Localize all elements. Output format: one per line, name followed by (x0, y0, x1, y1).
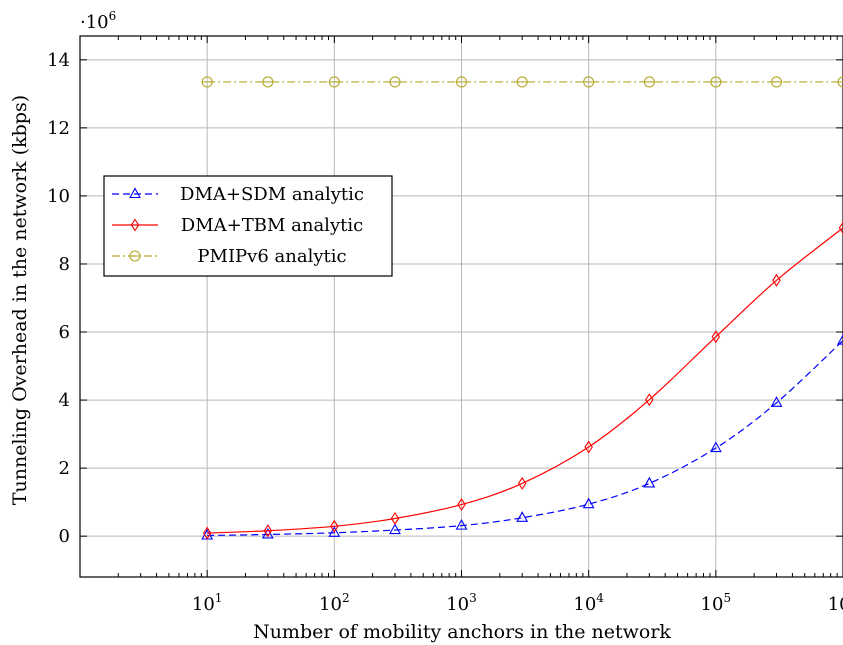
data-point (709, 441, 722, 453)
x-tick-exponent: 3 (469, 591, 477, 605)
legend-box (103, 175, 393, 277)
data-point (457, 498, 466, 512)
series-layer (201, 76, 843, 540)
data-point (389, 523, 401, 535)
legend-entry: DMA+SDM analytic (112, 184, 364, 205)
data-point (517, 476, 527, 490)
y-multiplier-exponent: 6 (109, 9, 117, 23)
data-point (261, 527, 274, 539)
data-point (838, 221, 843, 235)
x-tick-label: 105 (701, 591, 732, 615)
series-line (207, 340, 843, 537)
data-point (330, 519, 339, 533)
x-tick-base: 10 (192, 594, 215, 615)
y-axis-title: Tunneling Overhead in the network (kbps) (9, 95, 31, 505)
legend: DMA+SDM analytic DMA+TBM analytic PMIPv6 a… (103, 175, 393, 277)
data-point (772, 273, 781, 287)
data-point (582, 497, 595, 509)
legend-entry: DMA+TBM analytic (112, 215, 363, 236)
data-point (202, 526, 212, 540)
y-tick-label: 12 (47, 118, 70, 139)
data-point (770, 396, 783, 407)
series-1 (202, 221, 843, 540)
y-tick-label: 8 (59, 254, 70, 275)
y-multiplier-label: ·106 (80, 9, 116, 33)
y-tick-label: 4 (59, 390, 70, 411)
x-tick-labels: 101102103104105106 (192, 591, 843, 615)
x-tick-base: 10 (701, 594, 724, 615)
y-tick-label: 6 (59, 322, 70, 343)
series-2 (201, 76, 843, 88)
y-tick-label: 14 (47, 50, 70, 71)
x-tick-exponent: 4 (596, 591, 604, 605)
legend-label: DMA+TBM analytic (181, 215, 363, 236)
data-point (263, 524, 273, 538)
y-tick-label: 2 (59, 458, 70, 479)
y-multiplier-base: ·10 (80, 12, 109, 33)
plot-frame (79, 35, 843, 578)
data-point (390, 511, 400, 525)
legend-label: DMA+SDM analytic (180, 184, 364, 205)
legend-marker (130, 218, 140, 232)
series-line (207, 227, 843, 534)
x-tick-base: 10 (319, 594, 342, 615)
legend-marker (129, 187, 141, 199)
data-point (711, 330, 721, 344)
data-point (328, 526, 341, 537)
x-tick-base: 10 (573, 594, 596, 615)
legend-entries: DMA+SDM analytic DMA+TBM analytic PMIPv6 a… (112, 184, 364, 267)
legend-entry: PMIPv6 analytic (112, 246, 347, 267)
series-0 (201, 333, 843, 540)
x-axis-title: Number of mobility anchors in the networ… (253, 621, 671, 643)
legend-label: PMIPv6 analytic (197, 246, 346, 267)
data-point (643, 476, 656, 488)
data-point (516, 511, 529, 522)
data-point (455, 518, 468, 530)
x-tick-exponent: 2 (342, 591, 350, 605)
x-tick-base: 10 (446, 594, 469, 615)
x-tick-exponent: 5 (723, 591, 731, 605)
y-tick-labels: 0 2 4 6 8 10 12 14 (47, 50, 70, 547)
x-tick-label: 106 (828, 591, 843, 615)
data-point (837, 333, 843, 345)
minor-ticks (80, 36, 843, 577)
grid-layer (80, 36, 843, 577)
y-tick-label: 10 (47, 186, 70, 207)
x-tick-label: 102 (319, 591, 350, 615)
data-point (645, 393, 654, 407)
x-tick-base: 10 (828, 594, 843, 615)
x-tick-label: 104 (573, 591, 604, 615)
x-tick-label: 101 (192, 591, 223, 615)
y-tick-label: 0 (59, 526, 70, 547)
data-point (584, 440, 593, 454)
x-tick-exponent: 1 (215, 591, 223, 605)
x-tick-label: 103 (446, 591, 477, 615)
